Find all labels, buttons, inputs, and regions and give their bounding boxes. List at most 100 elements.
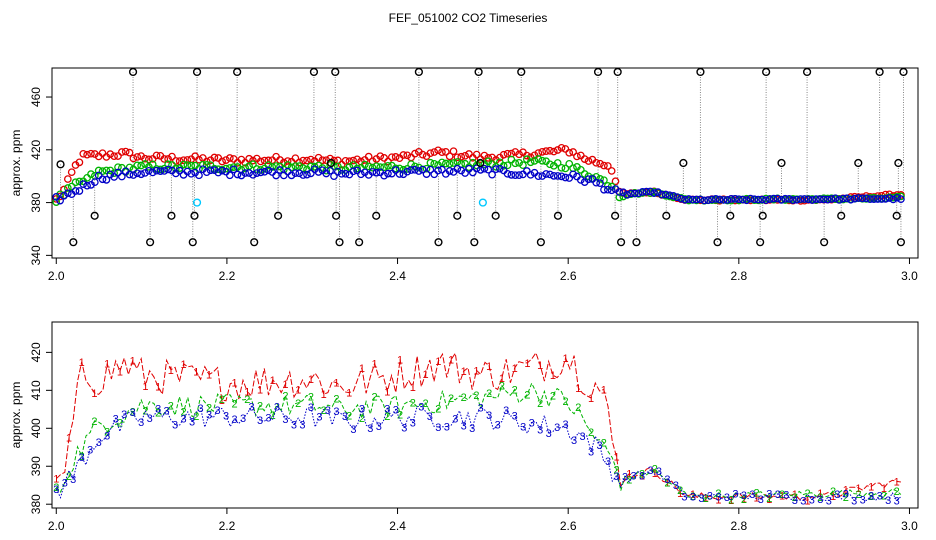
outlier-point xyxy=(476,158,485,168)
trace-point xyxy=(407,166,415,174)
trace-point xyxy=(522,167,531,175)
trace-point xyxy=(63,189,72,198)
trace-point xyxy=(133,169,142,178)
series-marker: 3 xyxy=(70,474,76,486)
outlier-point xyxy=(273,211,283,220)
trace-point xyxy=(272,171,280,180)
outlier-point xyxy=(434,238,443,247)
series-marker: 3 xyxy=(698,493,704,505)
trace-point xyxy=(152,151,161,160)
trace-point xyxy=(592,178,601,187)
trace-point xyxy=(71,187,80,195)
series-marker: 1 xyxy=(435,356,441,368)
trace-point xyxy=(700,196,709,205)
trace-point xyxy=(746,194,755,203)
trace-point xyxy=(214,168,223,177)
trace-point xyxy=(403,167,412,176)
y-tick-label: 380 xyxy=(29,494,43,514)
series-marker: 3 xyxy=(452,414,458,426)
series-marker: 1 xyxy=(104,358,110,370)
trace-point xyxy=(137,170,145,179)
trace-point xyxy=(515,158,523,167)
series-marker: 3 xyxy=(877,490,883,502)
series-marker: 2 xyxy=(537,398,543,410)
trace-point xyxy=(106,150,115,158)
series-marker: 3 xyxy=(597,440,603,452)
x-tick-label: 2.8 xyxy=(730,269,747,283)
series-marker: 3 xyxy=(53,484,59,496)
outlier-point xyxy=(696,67,705,77)
series-marker: 2 xyxy=(664,477,670,489)
series-marker: 1 xyxy=(53,474,59,486)
trace-point xyxy=(372,168,381,177)
series-marker: 1 xyxy=(741,494,747,506)
trace-point xyxy=(792,195,801,204)
trace-point xyxy=(148,168,157,177)
trace-point xyxy=(380,154,388,162)
trace-point xyxy=(596,179,604,188)
series-marker: 3 xyxy=(172,419,178,431)
series-marker: 2 xyxy=(384,411,390,423)
outlier-point xyxy=(854,158,863,168)
trace-point xyxy=(846,195,855,204)
trace-point xyxy=(198,160,207,169)
trace-point xyxy=(615,188,624,196)
trace-point xyxy=(492,165,500,173)
trace-point xyxy=(708,195,716,204)
trace-point xyxy=(210,153,219,162)
trace-point xyxy=(854,194,863,202)
series-marker: 3 xyxy=(147,413,153,425)
series-marker: 1 xyxy=(894,476,900,488)
trace-point xyxy=(218,157,226,166)
trace-point xyxy=(260,167,269,176)
trace-point xyxy=(117,172,126,181)
chart-title: FEF_051002 CO2 Timeseries xyxy=(389,11,548,25)
trace-point xyxy=(148,160,157,169)
series-marker: 2 xyxy=(550,390,556,402)
trace-point xyxy=(843,194,851,203)
trace-point xyxy=(229,163,238,171)
y-tick-label: 420 xyxy=(29,139,43,159)
trace-point xyxy=(769,194,778,203)
series-marker: 3 xyxy=(299,420,305,432)
trace-point xyxy=(245,154,253,163)
series-marker: 3 xyxy=(461,420,467,432)
trace-point xyxy=(600,161,608,170)
trace-point xyxy=(156,167,165,175)
series-marker: 3 xyxy=(96,437,102,449)
outlier-point xyxy=(372,211,381,220)
series-marker: 3 xyxy=(444,421,450,433)
series-marker: 2 xyxy=(448,393,454,405)
trace-point xyxy=(553,159,562,167)
series-marker: 2 xyxy=(181,407,187,419)
trace-point xyxy=(561,164,570,173)
y-tick-label: 410 xyxy=(29,380,43,400)
series-marker: 1 xyxy=(486,361,492,373)
trace-point xyxy=(457,152,466,161)
trace-point xyxy=(897,192,905,201)
trace-point xyxy=(287,171,296,180)
trace-point xyxy=(742,196,751,205)
trace-point xyxy=(445,160,454,168)
series-marker: 3 xyxy=(130,407,136,419)
series-marker: 2 xyxy=(397,409,403,421)
trace-point xyxy=(110,152,118,161)
trace-point xyxy=(260,156,269,165)
series-line xyxy=(55,351,901,501)
trace-point xyxy=(295,169,304,178)
trace-point xyxy=(468,168,477,177)
bottom-axes: 2.0 2.2 2.4 2.6 2.8 3.0 380 390 400 410 420 approx.… xyxy=(9,342,918,533)
series-marker: 1 xyxy=(766,494,772,506)
series-marker: 3 xyxy=(834,489,840,501)
trace-point xyxy=(214,165,223,174)
trace-point xyxy=(121,147,130,156)
trace-point xyxy=(426,165,435,174)
trace-point xyxy=(765,195,774,203)
trace-point xyxy=(731,195,739,203)
trace-point xyxy=(202,168,211,177)
series-marker: 1 xyxy=(193,367,199,379)
series-marker: 2 xyxy=(461,392,467,404)
trace-point xyxy=(603,162,612,170)
series-marker: 3 xyxy=(639,471,645,483)
trace-point xyxy=(642,187,651,196)
